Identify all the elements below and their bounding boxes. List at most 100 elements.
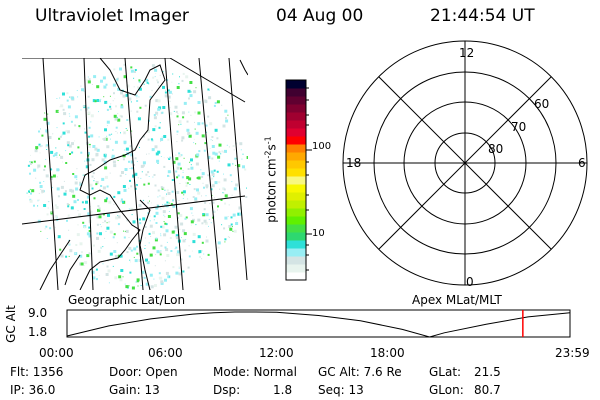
emission-pixel: [139, 106, 142, 109]
emission-pixel: [159, 122, 161, 124]
emission-pixel: [73, 200, 77, 204]
emission-pixel: [182, 198, 184, 199]
emission-pixel: [74, 115, 78, 119]
emission-pixel: [183, 232, 187, 236]
emission-pixel: [62, 161, 63, 163]
emission-pixel: [154, 238, 158, 242]
emission-pixel: [175, 110, 178, 113]
emission-pixel: [199, 255, 201, 258]
mode-value: Mode: Normal: [213, 365, 297, 379]
emission-pixel: [190, 220, 194, 224]
emission-pixel: [122, 94, 126, 98]
emission-pixel: [37, 205, 39, 207]
emission-pixel: [141, 270, 145, 274]
emission-pixel: [213, 104, 216, 107]
emission-pixel: [220, 153, 222, 155]
emission-pixel: [93, 197, 96, 200]
emission-pixel: [226, 144, 228, 146]
emission-pixel: [96, 85, 100, 89]
emission-pixel: [47, 207, 49, 209]
emission-pixel: [131, 130, 133, 132]
emission-pixel: [176, 253, 180, 257]
emission-pixel: [89, 183, 93, 187]
emission-pixel: [158, 85, 160, 87]
emission-pixel: [194, 128, 196, 130]
emission-pixel: [40, 230, 42, 232]
emission-pixel: [72, 192, 74, 194]
emission-pixel: [87, 80, 91, 84]
emission-pixel: [60, 104, 64, 108]
emission-pixel: [113, 68, 116, 71]
colorbar: [285, 79, 312, 281]
emission-pixel: [166, 193, 167, 195]
emission-pixel: [180, 154, 183, 157]
emission-pixel: [120, 115, 123, 118]
emission-pixel: [164, 222, 167, 225]
emission-pixel: [41, 192, 43, 194]
emission-pixel: [71, 189, 74, 193]
emission-pixel: [167, 215, 171, 218]
emission-pixel: [201, 195, 202, 197]
emission-pixel: [122, 201, 125, 203]
colorbar-band: [286, 120, 306, 129]
emission-pixel: [130, 110, 132, 112]
emission-pixel: [162, 210, 166, 214]
emission-pixel: [29, 188, 31, 190]
emission-pixel: [39, 185, 43, 188]
colorbar-band: [286, 232, 306, 241]
emission-pixel: [30, 161, 33, 164]
emission-pixel: [186, 182, 189, 185]
emission-pixel: [165, 223, 168, 226]
alt-ylabel: GC Alt: [3, 305, 18, 343]
emission-pixel: [150, 285, 154, 289]
emission-pixel: [214, 152, 218, 156]
mlt-0-label: 0: [466, 275, 474, 289]
emission-pixel: [81, 201, 84, 204]
emission-pixel: [79, 242, 83, 246]
lat-80-label: 80: [488, 142, 504, 156]
emission-pixel: [155, 237, 158, 240]
emission-pixel: [201, 258, 203, 260]
colorbar-band: [286, 136, 306, 145]
emission-pixel: [172, 160, 176, 164]
emission-pixel: [117, 223, 120, 226]
emission-pixel: [63, 180, 65, 182]
emission-pixel: [78, 213, 82, 217]
emission-pixel: [128, 237, 130, 238]
emission-pixel: [223, 188, 226, 191]
emission-pixel: [37, 200, 39, 202]
emission-pixel: [102, 222, 104, 223]
emission-pixel: [142, 164, 145, 167]
emission-pixel: [212, 151, 216, 155]
emission-pixel: [91, 158, 95, 162]
emission-pixel: [197, 111, 201, 115]
emission-pixel: [55, 109, 59, 113]
emission-pixel: [138, 203, 142, 207]
emission-pixel: [153, 174, 156, 176]
emission-pixel: [29, 161, 31, 163]
emission-pixel: [102, 213, 105, 216]
emission-pixel: [149, 220, 151, 222]
emission-pixel: [153, 114, 156, 116]
emission-pixel: [223, 151, 225, 153]
emission-pixel: [169, 276, 171, 278]
emission-pixel: [166, 201, 169, 204]
emission-pixel: [120, 198, 123, 201]
emission-pixel: [106, 145, 110, 149]
emission-pixel: [159, 253, 162, 256]
emission-pixel: [223, 192, 225, 194]
emission-pixel: [224, 109, 228, 113]
emission-pixel: [224, 202, 227, 205]
emission-pixel: [162, 106, 166, 109]
emission-pixel: [188, 97, 190, 100]
emission-pixel: [109, 108, 112, 110]
emission-pixel: [129, 68, 131, 70]
emission-pixel: [197, 235, 201, 239]
emission-pixel: [107, 213, 110, 217]
emission-pixel: [181, 176, 184, 179]
emission-pixel: [165, 248, 169, 252]
emission-pixel: [128, 246, 132, 250]
emission-pixel: [231, 194, 233, 196]
emission-pixel: [160, 280, 164, 284]
emission-pixel: [187, 168, 190, 170]
